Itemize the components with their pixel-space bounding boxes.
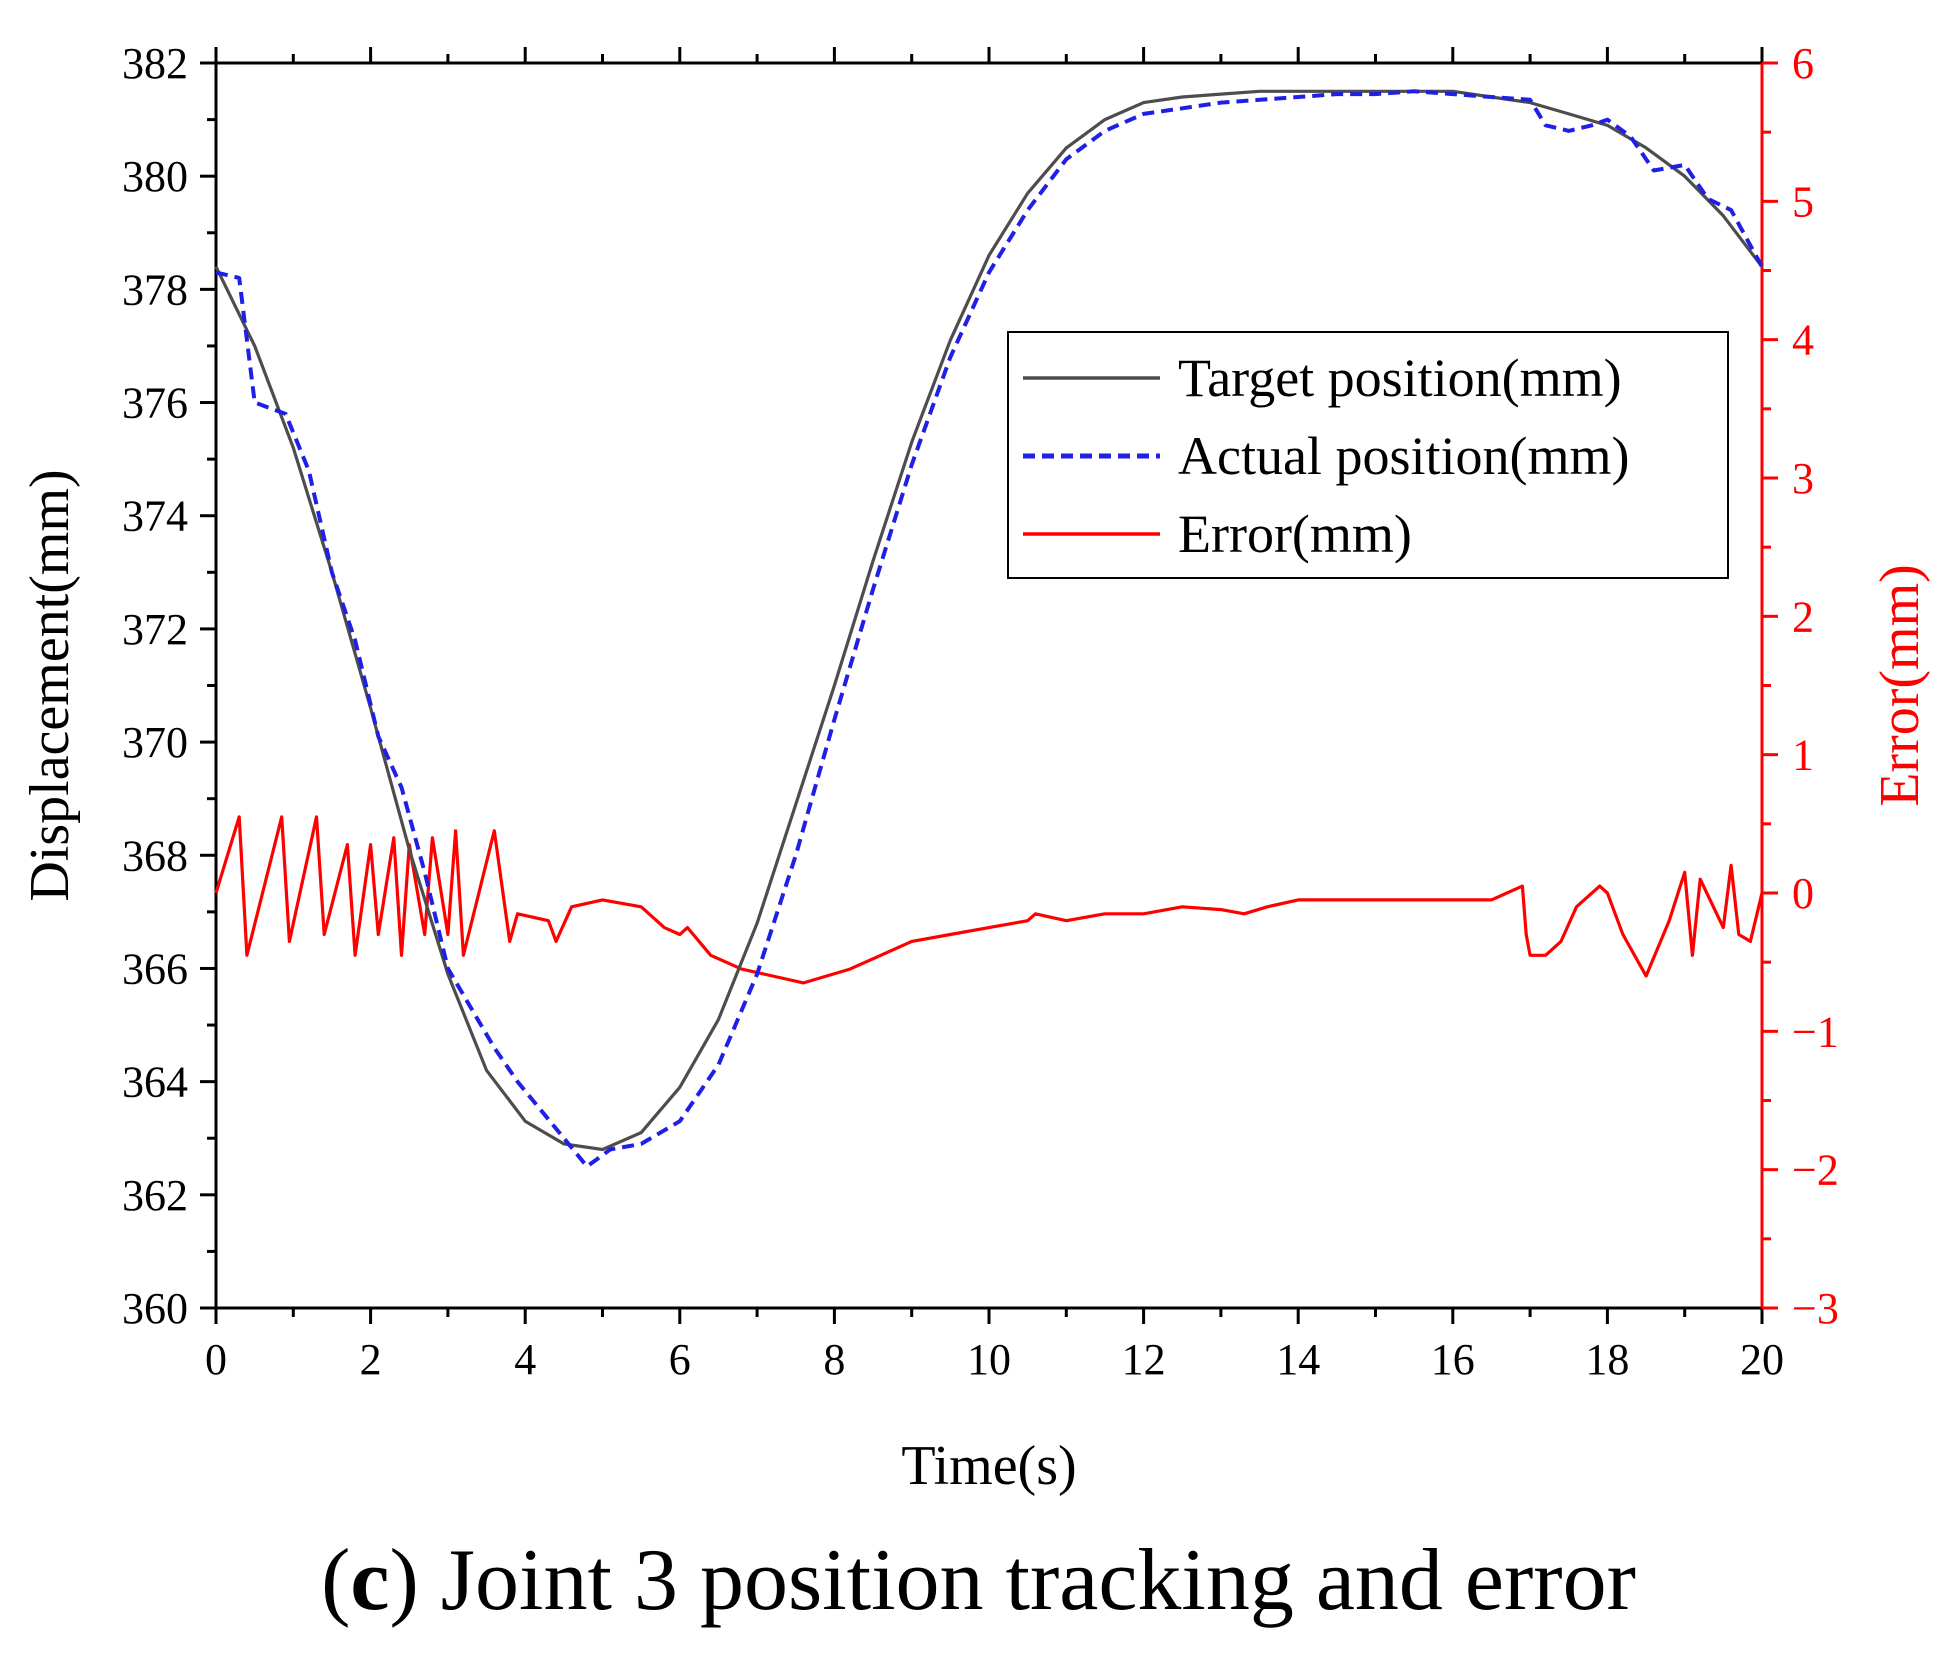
x-tick-label: 6 xyxy=(669,1335,691,1384)
y-tick-label: 364 xyxy=(122,1058,188,1107)
y-tick-label: 380 xyxy=(122,152,188,201)
x-tick-label: 0 xyxy=(205,1335,227,1384)
y2-tick-label: 2 xyxy=(1792,592,1814,641)
y2-axis-label: Error(mm) xyxy=(1869,564,1931,807)
axes-frame: 0 2 4 6 8 10 12 14 16 18 2036036236436636837037237… xyxy=(19,39,1931,1497)
y-tick-label: 360 xyxy=(122,1284,188,1333)
y-tick-label: 372 xyxy=(122,605,188,654)
x-tick-label: 16 xyxy=(1431,1335,1475,1384)
y2-tick-label: −3 xyxy=(1792,1284,1839,1333)
y-tick-label: 362 xyxy=(122,1171,188,1220)
y2-tick-label: 3 xyxy=(1792,454,1814,503)
x-tick-label: 18 xyxy=(1585,1335,1629,1384)
y2-tick-label: 1 xyxy=(1792,731,1814,780)
x-tick-label: 8 xyxy=(823,1335,845,1384)
x-tick-label: 20 xyxy=(1740,1335,1784,1384)
y2-tick-label: −1 xyxy=(1792,1007,1839,1056)
y-tick-label: 368 xyxy=(122,831,188,880)
legend-label: Target position(mm) xyxy=(1178,348,1622,408)
series-line-target-position-mm xyxy=(214,89,1764,1152)
caption-label: c xyxy=(350,1532,390,1629)
y2-tick-label: 4 xyxy=(1792,316,1814,365)
series-line-error-mm xyxy=(214,815,1764,985)
series-layer xyxy=(214,89,1764,1169)
x-tick-label: 2 xyxy=(360,1335,382,1384)
y-tick-label: 378 xyxy=(122,265,188,314)
y-tick-label: 374 xyxy=(122,492,188,541)
caption-text: Joint 3 position tracking and error xyxy=(418,1532,1636,1629)
y-tick-label: 366 xyxy=(122,944,188,993)
x-tick-label: 14 xyxy=(1276,1335,1320,1384)
y-tick-label: 370 xyxy=(122,718,188,767)
series-line-actual-position-mm xyxy=(215,89,1764,1169)
x-tick-label: 10 xyxy=(967,1335,1011,1384)
y-axis-label: Displacement(mm) xyxy=(19,469,81,901)
y2-tick-label: −2 xyxy=(1792,1146,1839,1195)
y-tick-label: 382 xyxy=(122,39,188,88)
y-tick-label: 376 xyxy=(122,379,188,428)
legend-label: Actual position(mm) xyxy=(1178,426,1629,486)
x-axis-label: Time(s) xyxy=(901,1435,1076,1497)
y2-tick-label: 0 xyxy=(1792,869,1814,918)
x-tick-label: 4 xyxy=(514,1335,536,1384)
x-tick-label: 12 xyxy=(1122,1335,1166,1384)
y2-tick-label: 6 xyxy=(1792,39,1814,88)
legend-label: Error(mm) xyxy=(1178,504,1412,564)
figure-caption: (c) Joint 3 position tracking and error xyxy=(321,1532,1636,1629)
y2-tick-label: 5 xyxy=(1792,177,1814,226)
legend: Target position(mm) Actual position(mm) Er… xyxy=(1007,331,1729,579)
